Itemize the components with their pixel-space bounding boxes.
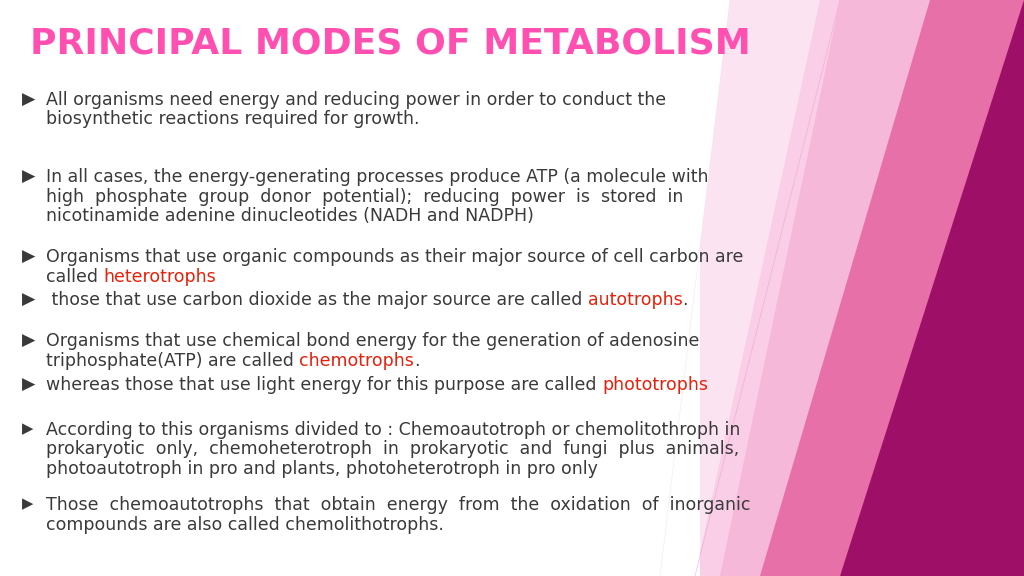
Text: ▶: ▶ — [22, 168, 36, 186]
Text: whereas those that use light energy for this purpose are called: whereas those that use light energy for … — [46, 376, 602, 394]
Text: ▶: ▶ — [22, 91, 36, 109]
Text: In all cases, the energy-generating processes produce ATP (a molecule with: In all cases, the energy-generating proc… — [46, 168, 709, 186]
Polygon shape — [695, 0, 930, 576]
Text: Organisms that use chemical bond energy for the generation of adenosine: Organisms that use chemical bond energy … — [46, 332, 699, 350]
Text: those that use carbon dioxide as the major source are called: those that use carbon dioxide as the maj… — [46, 291, 588, 309]
Text: nicotinamide adenine dinucleotides (NADH and NADPH): nicotinamide adenine dinucleotides (NADH… — [46, 207, 534, 225]
Text: phototrophs: phototrophs — [602, 376, 708, 394]
Text: PRINCIPAL MODES OF METABOLISM: PRINCIPAL MODES OF METABOLISM — [30, 27, 751, 61]
Bar — [0, 0, 700, 576]
Text: called: called — [46, 267, 103, 286]
Text: Those  chemoautotrophs  that  obtain  energy  from  the  oxidation  of  inorgani: Those chemoautotrophs that obtain energy… — [46, 496, 751, 514]
Text: ▶: ▶ — [22, 376, 36, 394]
Text: heterotrophs: heterotrophs — [103, 267, 216, 286]
Text: All organisms need energy and reducing power in order to conduct the: All organisms need energy and reducing p… — [46, 91, 667, 109]
Text: ▶: ▶ — [22, 496, 34, 511]
Text: biosynthetic reactions required for growth.: biosynthetic reactions required for grow… — [46, 111, 420, 128]
Polygon shape — [840, 0, 1024, 576]
Text: triphosphate(ATP) are called: triphosphate(ATP) are called — [46, 351, 299, 369]
Polygon shape — [750, 0, 1024, 576]
Text: prokaryotic  only,  chemoheterotroph  in  prokaryotic  and  fungi  plus  animals: prokaryotic only, chemoheterotroph in pr… — [46, 441, 739, 458]
Text: Organisms that use organic compounds as their major source of cell carbon are: Organisms that use organic compounds as … — [46, 248, 743, 266]
Text: ▶: ▶ — [22, 248, 36, 266]
Text: chemotrophs: chemotrophs — [299, 351, 415, 369]
Text: compounds are also called chemolithotrophs.: compounds are also called chemolithotrop… — [46, 516, 443, 533]
Text: high  phosphate  group  donor  potential);  reducing  power  is  stored  in: high phosphate group donor potential); r… — [46, 188, 683, 206]
Text: ▶: ▶ — [22, 421, 34, 436]
Text: photoautotroph in pro and plants, photoheterotroph in pro only: photoautotroph in pro and plants, photoh… — [46, 460, 598, 478]
Polygon shape — [660, 0, 840, 576]
Text: .: . — [415, 351, 420, 369]
Text: autotrophs: autotrophs — [588, 291, 683, 309]
Text: .: . — [683, 291, 688, 309]
Text: ▶: ▶ — [22, 332, 36, 350]
Text: ▶: ▶ — [22, 291, 36, 309]
Text: According to this organisms divided to : Chemoautotroph or chemolitothroph in: According to this organisms divided to :… — [46, 421, 740, 439]
